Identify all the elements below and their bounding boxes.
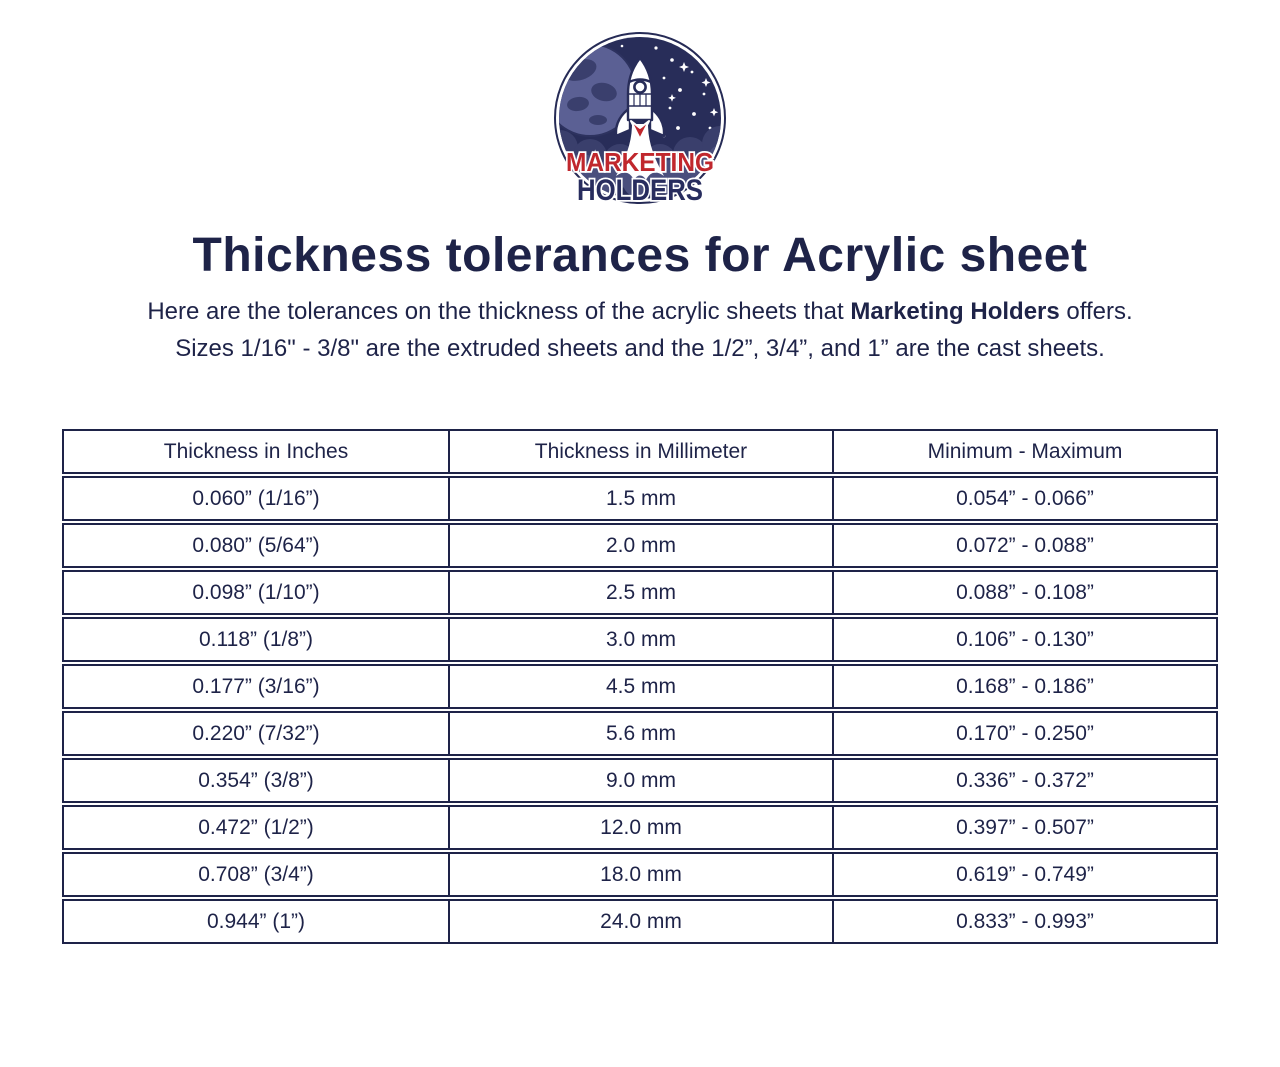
intro-line-2: Sizes 1/16" - 3/8" are the extruded shee…: [175, 335, 1105, 362]
intro-line1-prefix: Here are the tolerances on the thickness…: [147, 298, 851, 325]
cell-inches: 0.220” (7/32”): [192, 721, 320, 745]
cell-inches: 0.944” (1”): [206, 909, 306, 933]
tolerance-table: Thickness in Inches Thickness in Millime…: [62, 429, 1218, 944]
logo-image: MARKETING HOLDERS: [554, 32, 726, 206]
intro-line1-suffix: offers.: [1059, 298, 1133, 325]
rocket-red-v-icon: [630, 120, 650, 140]
table-row: 0.472” (1/2”) 12.0 mm 0.397” - 0.507”: [62, 805, 1218, 850]
intro-line-1: Here are the tolerances on the thickness…: [0, 293, 1280, 330]
cell-inches: 0.472” (1/2”): [198, 815, 314, 839]
cell-mm: 12.0 mm: [448, 807, 832, 848]
cell-mm: 9.0 mm: [448, 760, 832, 801]
rocket-icon: [614, 56, 666, 140]
cell-inches: 0.098” (1/10”): [192, 580, 320, 604]
header-cell-inches: Thickness in Inches: [163, 439, 349, 463]
table-row: 0.060” (1/16”) 1.5 mm 0.054” - 0.066”: [62, 476, 1218, 521]
cell-minmax: 0.088” - 0.108”: [832, 572, 1216, 613]
intro-paragraph: Here are the tolerances on the thickness…: [0, 293, 1280, 367]
cell-minmax: 0.336” - 0.372”: [832, 760, 1216, 801]
table-row: 0.944” (1”) 24.0 mm 0.833” - 0.993”: [62, 899, 1218, 944]
rocket-exhaust-icon: [616, 124, 664, 180]
cell-minmax: 0.168” - 0.186”: [832, 666, 1216, 707]
table-row: 0.080” (5/64”) 2.0 mm 0.072” - 0.088”: [62, 523, 1218, 568]
cell-inches: 0.080” (5/64”): [192, 533, 320, 557]
cell-minmax: 0.072” - 0.088”: [832, 525, 1216, 566]
cell-minmax: 0.106” - 0.130”: [832, 619, 1216, 660]
cell-minmax: 0.054” - 0.066”: [832, 478, 1216, 519]
cell-mm: 18.0 mm: [448, 854, 832, 895]
page-title: Thickness tolerances for Acrylic sheet: [192, 229, 1088, 282]
header-cell-mm: Thickness in Millimeter: [448, 431, 832, 472]
cell-inches: 0.060” (1/16”): [192, 486, 320, 510]
cell-minmax: 0.619” - 0.749”: [832, 854, 1216, 895]
cell-mm: 1.5 mm: [448, 478, 832, 519]
cell-minmax: 0.397” - 0.507”: [832, 807, 1216, 848]
cell-inches: 0.354” (3/8”): [198, 768, 314, 792]
cell-mm: 24.0 mm: [448, 901, 832, 942]
cell-inches: 0.118” (1/8”): [199, 627, 313, 651]
cell-minmax: 0.170” - 0.250”: [832, 713, 1216, 754]
intro-line1-bold: Marketing Holders: [850, 298, 1060, 325]
cell-mm: 3.0 mm: [448, 619, 832, 660]
cell-mm: 2.5 mm: [448, 572, 832, 613]
table-row: 0.354” (3/8”) 9.0 mm 0.336” - 0.372”: [62, 758, 1218, 803]
cell-mm: 5.6 mm: [448, 713, 832, 754]
table-row: 0.708” (3/4”) 18.0 mm 0.619” - 0.749”: [62, 852, 1218, 897]
header-cell-minmax: Minimum - Maximum: [832, 431, 1216, 472]
table-row: 0.177” (3/16”) 4.5 mm 0.168” - 0.186”: [62, 664, 1218, 709]
cell-mm: 4.5 mm: [448, 666, 832, 707]
table-row: 0.220” (7/32”) 5.6 mm 0.170” - 0.250”: [62, 711, 1218, 756]
cell-inches: 0.708” (3/4”): [198, 862, 314, 886]
table-header-row: Thickness in Inches Thickness in Millime…: [62, 429, 1218, 474]
cell-minmax: 0.833” - 0.993”: [832, 901, 1216, 942]
logo-text-holders: HOLDERS: [577, 174, 703, 206]
logo: MARKETING HOLDERS: [0, 0, 1280, 206]
table-row: 0.118” (1/8”) 3.0 mm 0.106” - 0.130”: [62, 617, 1218, 662]
logo-text-marketing: MARKETING: [566, 147, 714, 177]
cell-inches: 0.177” (3/16”): [192, 674, 320, 698]
table-row: 0.098” (1/10”) 2.5 mm 0.088” - 0.108”: [62, 570, 1218, 615]
cell-mm: 2.0 mm: [448, 525, 832, 566]
